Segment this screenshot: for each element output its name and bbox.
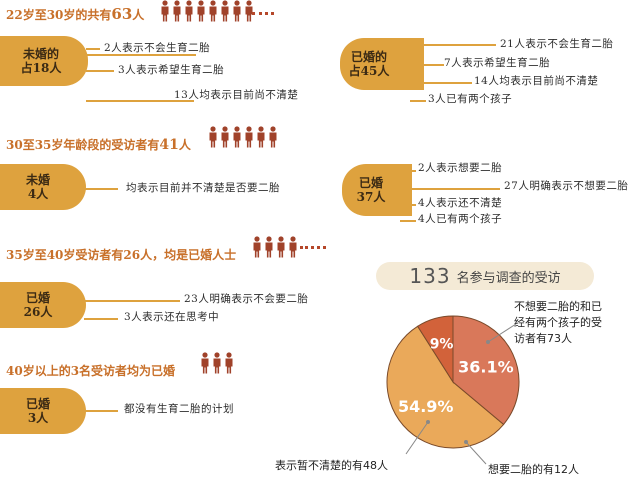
annotation-not-wanting: 不想要二胎的和已 经有两个孩子的受 访者有73人 xyxy=(514,300,602,345)
pie-slice xyxy=(452,315,520,426)
item-label: 13人均表示目前尚不清楚 xyxy=(174,89,299,101)
item-label: 4人已有两个孩子 xyxy=(418,213,503,225)
item-label: 27人明确表示不想要二胎 xyxy=(504,180,629,192)
connector xyxy=(410,64,444,66)
item-label: 3人已有两个孩子 xyxy=(428,93,513,105)
person-icon xyxy=(264,236,274,258)
pie-chart: 54.9% 9%36.1% xyxy=(386,315,520,449)
connector xyxy=(86,54,196,56)
item-label: 21人表示不会生育二胎 xyxy=(500,38,614,50)
people-icons-4 xyxy=(200,352,234,374)
pie-value-label: 9% xyxy=(430,337,454,353)
annotation-want: 想要二胎的有12人 xyxy=(488,463,579,476)
person-icon xyxy=(232,0,242,22)
connector xyxy=(410,44,496,46)
person-icon xyxy=(160,0,170,22)
item-label: 3人表示希望生育二胎 xyxy=(118,64,225,76)
connector xyxy=(410,82,472,84)
married-pill-2: 已婚 37人 xyxy=(342,164,412,216)
item-label: 7人表示希望生育二胎 xyxy=(444,57,551,69)
person-icon xyxy=(224,352,234,374)
person-icon xyxy=(288,236,298,258)
unmarried-pill-2: 未婚 4人 xyxy=(0,164,86,210)
summary-text: 名参与调查的受访 xyxy=(456,270,561,286)
item-label: 23人明确表示不会要二胎 xyxy=(184,293,309,305)
item-label: 3人表示还在思考中 xyxy=(124,311,220,323)
item-label: 14人均表示目前尚不清楚 xyxy=(474,75,599,87)
pie-value-label: 54.9% xyxy=(398,397,454,416)
person-icon xyxy=(252,236,262,258)
item-label: 均表示目前并不清楚是否要二胎 xyxy=(126,182,280,194)
item-label: 都没有生育二胎的计划 xyxy=(124,403,234,415)
dots-divider xyxy=(252,12,274,19)
person-icon xyxy=(172,0,182,22)
connector xyxy=(400,204,416,206)
people-icons-3 xyxy=(252,236,298,258)
connector xyxy=(84,300,180,302)
connector xyxy=(84,410,118,412)
connector xyxy=(86,48,100,50)
section4-title: 40岁以上的3名受访者均为已婚 xyxy=(6,364,176,378)
person-icon xyxy=(268,126,278,148)
connector xyxy=(400,188,500,190)
person-icon xyxy=(196,0,206,22)
pie-slice xyxy=(386,325,505,449)
person-icon xyxy=(276,236,286,258)
person-icon xyxy=(200,352,210,374)
annotation-leader-3 xyxy=(464,440,487,465)
item-label: 2人表示不会生育二胎 xyxy=(104,42,211,54)
summary-banner: 133 名参与调查的受访 xyxy=(376,262,594,290)
person-icon xyxy=(212,352,222,374)
person-icon xyxy=(244,126,254,148)
section3-title: 35岁至40岁受访者有26人，均是已婚人士 xyxy=(6,248,237,262)
summary-count: 133 xyxy=(409,264,451,288)
people-icons-1 xyxy=(160,0,254,22)
person-icon xyxy=(208,0,218,22)
connector xyxy=(84,188,118,190)
person-icon xyxy=(256,126,266,148)
married-pill-4: 已婚 3人 xyxy=(0,388,86,434)
item-label: 4人表示还不清楚 xyxy=(418,197,503,209)
connector xyxy=(86,70,114,72)
item-label: 2人表示想要二胎 xyxy=(418,162,503,174)
unmarried-pill-1: 未婚的 占18人 xyxy=(0,36,88,86)
connector xyxy=(400,170,416,172)
connector xyxy=(410,100,426,102)
annotation-leader-2 xyxy=(405,420,430,455)
dots-divider xyxy=(300,246,326,253)
person-icon xyxy=(184,0,194,22)
connector xyxy=(400,220,416,222)
person-icon xyxy=(232,126,242,148)
person-icon xyxy=(220,126,230,148)
annotation-leader-1 xyxy=(486,323,517,344)
section1-title: 22岁至30岁的共有63人 xyxy=(6,5,145,23)
section2-title: 30至35岁年龄段的受访者有41人 xyxy=(6,137,191,153)
person-icon xyxy=(208,126,218,148)
pie-value-label: 36.1% xyxy=(458,358,514,377)
married-pill-3: 已婚 26人 xyxy=(0,282,86,328)
annotation-unclear: 表示暂不清楚的有48人 xyxy=(275,459,388,472)
connector xyxy=(84,318,118,320)
connector xyxy=(86,100,194,102)
people-icons-2 xyxy=(208,126,278,148)
person-icon xyxy=(220,0,230,22)
